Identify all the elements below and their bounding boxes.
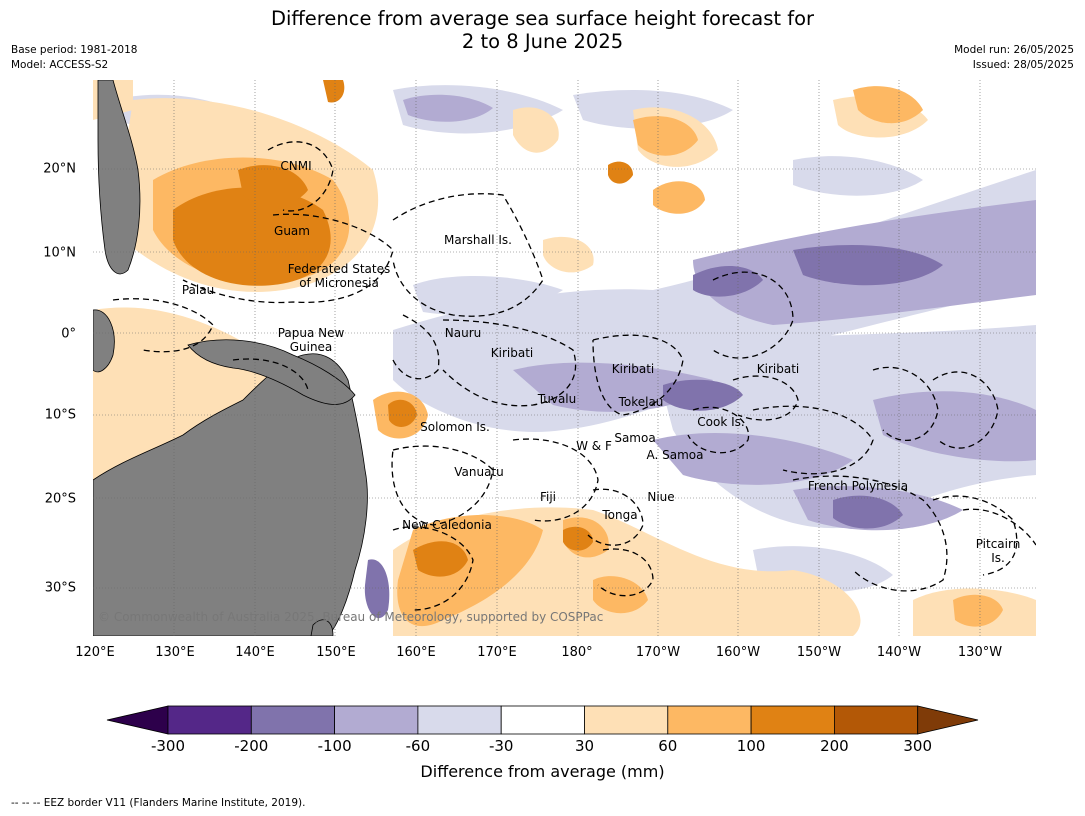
colorbar-extend-high bbox=[917, 705, 979, 735]
label-pitcairn-line1: Pitcairn bbox=[975, 537, 1021, 551]
meta-left: Base period: 1981-2018 Model: ACCESS-S2 bbox=[11, 43, 137, 73]
anomaly-band-strong-orange bbox=[173, 80, 633, 577]
label-marshall-islands: Marshall Is. bbox=[444, 233, 512, 247]
latitude-tick-label: 20°S bbox=[44, 491, 76, 507]
colorbar-segment bbox=[834, 705, 919, 735]
map-panel bbox=[93, 80, 1036, 636]
australia bbox=[93, 353, 368, 636]
anomaly-map bbox=[93, 80, 1036, 636]
latitude-tick-label: 10°S bbox=[44, 407, 76, 423]
longitude-tick-label: 150°E bbox=[316, 645, 356, 660]
label-palau: Palau bbox=[181, 283, 215, 297]
graticule bbox=[93, 80, 1036, 636]
colorbar-tick-label: -200 bbox=[234, 737, 269, 755]
longitude-tick-label: 160°E bbox=[396, 645, 436, 660]
colorbar-segment bbox=[167, 705, 252, 735]
label-kiribati-east: Kiribati bbox=[756, 362, 800, 376]
longitude-tick-label: 120°E bbox=[75, 645, 115, 660]
colorbar-tick-label: -100 bbox=[317, 737, 352, 755]
colorbar-segment bbox=[500, 705, 585, 735]
colorbar-tick-label: -300 bbox=[150, 737, 186, 755]
label-tonga: Tonga bbox=[602, 508, 638, 522]
label-pitcairn-line2: Is. bbox=[991, 551, 1005, 565]
eez-footnote: -- -- -- EEZ border V11 (Flanders Marine… bbox=[11, 797, 306, 809]
label-fsm: Federated States of Micronesia bbox=[288, 262, 390, 290]
map-title-line1: Difference from average sea surface heig… bbox=[270, 7, 815, 30]
model-run: Model run: 26/05/2025 bbox=[954, 44, 1074, 56]
colorbar-segment bbox=[250, 705, 336, 735]
map-title-line2: 2 to 8 June 2025 bbox=[461, 30, 624, 53]
label-cnmi: CNMI bbox=[280, 159, 312, 173]
colorbar-tick-label: 200 bbox=[820, 737, 849, 755]
map-title: Difference from average sea surface heig… bbox=[0, 7, 1085, 53]
label-fsm-line2: of Micronesia bbox=[299, 276, 379, 290]
colorbar-segment bbox=[334, 705, 419, 735]
philippines bbox=[97, 80, 141, 275]
longitude-tick-label: 170°E bbox=[477, 645, 517, 660]
colorbar-tick-label: -60 bbox=[405, 737, 431, 755]
label-american-samoa: A. Samoa bbox=[646, 448, 704, 462]
label-new-caledonia: New Caledonia bbox=[402, 518, 492, 532]
colorbar-tick-label: 60 bbox=[658, 737, 678, 755]
longitude-tick-label: 170°W bbox=[635, 645, 681, 660]
colorbar-tick-label: 100 bbox=[736, 737, 766, 755]
latitude-tick-label: 0° bbox=[61, 326, 76, 342]
longitude-tick-label: 130°W bbox=[957, 645, 1003, 660]
copyright-notice: © Commonwealth of Australia 2025, Bureau… bbox=[98, 610, 604, 624]
longitude-tick-label: 150°W bbox=[796, 645, 842, 660]
label-cook-islands: Cook Is. bbox=[697, 415, 745, 429]
new-zealand bbox=[310, 619, 334, 636]
label-tuvalu: Tuvalu bbox=[537, 392, 577, 406]
label-png-line2: Guinea bbox=[289, 340, 333, 354]
meta-right: Model run: 26/05/2025 Issued: 28/05/2025 bbox=[954, 43, 1074, 73]
label-fsm-line1: Federated States bbox=[287, 262, 391, 276]
label-vanuatu: Vanuatu bbox=[454, 465, 504, 479]
label-tokelau: Tokelau bbox=[618, 395, 664, 409]
base-period: Base period: 1981-2018 bbox=[11, 44, 138, 56]
longitude-tick-label: 140°W bbox=[876, 645, 922, 660]
colorbar-tick-label: 30 bbox=[574, 737, 595, 755]
colorbar-segment bbox=[584, 705, 669, 735]
colorbar-tick-label: -30 bbox=[488, 737, 514, 755]
label-nauru: Nauru bbox=[444, 326, 482, 340]
colorbar-segment bbox=[417, 705, 502, 735]
longitude-tick-label: 180° bbox=[561, 645, 593, 660]
model-name: Model: ACCESS-S2 bbox=[11, 59, 109, 71]
label-wallis-futuna: W & F bbox=[576, 439, 612, 453]
label-fiji: Fiji bbox=[539, 490, 557, 504]
colorbar-label: Difference from average (mm) bbox=[420, 762, 665, 781]
label-french-polynesia: French Polynesia bbox=[807, 479, 909, 493]
colorbar bbox=[106, 705, 979, 735]
land-masses bbox=[93, 80, 368, 636]
label-samoa: Samoa bbox=[614, 431, 656, 445]
label-kiribati-central: Kiribati bbox=[611, 362, 655, 376]
borneo-edge bbox=[93, 309, 115, 373]
colorbar-extend-low bbox=[106, 705, 169, 735]
label-guam: Guam bbox=[274, 224, 310, 238]
latitude-tick-label: 20°N bbox=[43, 161, 76, 177]
issued-date: Issued: 28/05/2025 bbox=[972, 59, 1074, 71]
colorbar-segment bbox=[750, 705, 835, 735]
label-png-line1: Papua New bbox=[277, 326, 345, 340]
colorbar-tick-label: 300 bbox=[903, 737, 933, 755]
label-png: Papua New Guinea bbox=[278, 326, 345, 354]
longitude-tick-label: 140°E bbox=[235, 645, 275, 660]
colorbar-segment bbox=[667, 705, 752, 735]
label-kiribati-west: Kiribati bbox=[490, 346, 534, 360]
label-solomon-islands: Solomon Is. bbox=[420, 420, 490, 434]
longitude-tick-label: 160°W bbox=[715, 645, 761, 660]
label-niue: Niue bbox=[647, 490, 675, 504]
latitude-tick-label: 10°N bbox=[43, 245, 76, 261]
label-pitcairn: Pitcairn Is. bbox=[976, 537, 1021, 565]
new-guinea bbox=[187, 339, 356, 405]
eez-borders bbox=[112, 141, 1036, 611]
latitude-tick-label: 30°S bbox=[44, 580, 76, 596]
longitude-tick-label: 130°E bbox=[155, 645, 195, 660]
